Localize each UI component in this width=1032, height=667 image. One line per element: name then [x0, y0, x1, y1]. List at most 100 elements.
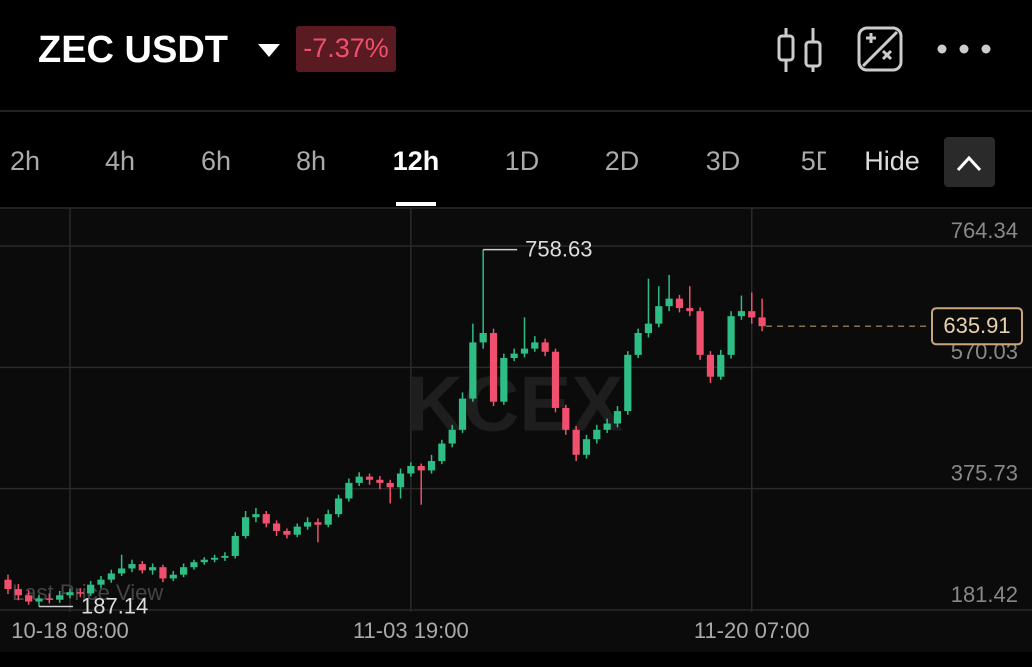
candle-body [520, 348, 529, 354]
candle-body [572, 429, 580, 455]
candle-body [272, 523, 281, 531]
candle-body [293, 526, 301, 535]
candle-body [438, 443, 446, 462]
candle-body [128, 564, 136, 569]
candle-body [118, 568, 126, 574]
candle-body [675, 298, 684, 309]
collapse-button[interactable] [944, 137, 995, 187]
change-badge [296, 26, 396, 72]
candle-body [727, 316, 735, 355]
x-tick-label: 11-20 07:00 [694, 618, 810, 643]
candle-body [334, 498, 343, 515]
candle-body [314, 522, 322, 525]
candle-body [655, 306, 663, 324]
candle-body [355, 476, 363, 483]
candle-body [407, 466, 415, 474]
candle-body [231, 535, 239, 556]
candle-body [603, 423, 611, 430]
candle-body [634, 333, 642, 355]
candle-body [376, 479, 384, 483]
candle-body [241, 517, 250, 536]
timeframe-tab[interactable]: 8h [296, 146, 326, 176]
tab-underline [396, 202, 436, 206]
y-tick-label: 181.42 [951, 582, 1018, 607]
candle-body [138, 564, 146, 571]
change-text: -7.37% [303, 33, 389, 63]
timeframe-tab[interactable]: 4h [105, 146, 135, 176]
candle-body [262, 514, 270, 524]
candle-body [551, 351, 560, 408]
candle-body [758, 317, 766, 327]
candle-body [624, 354, 632, 412]
candle-body [159, 567, 167, 579]
timeframe-tab[interactable]: 2D [605, 146, 640, 176]
timeframe-tab[interactable]: 1D [505, 146, 540, 176]
last-price-label: 635.91 [943, 313, 1010, 338]
indicator-icon[interactable] [777, 28, 822, 72]
hide-button[interactable]: Hide [864, 146, 920, 176]
candle-body [190, 562, 198, 568]
high-label: 758.63 [525, 236, 592, 261]
candle-body [303, 522, 312, 527]
more-icon[interactable] [937, 44, 991, 54]
candle-body [169, 574, 177, 579]
candle-body [582, 439, 591, 455]
dropdown-arrow[interactable] [258, 44, 280, 57]
candle-body [737, 311, 746, 317]
candle-body [500, 357, 508, 402]
candle-body [76, 592, 84, 594]
candle-body [510, 353, 518, 358]
candle-body [686, 308, 694, 312]
candle-body [748, 311, 756, 318]
candle-body [706, 354, 715, 377]
candle-body [386, 482, 394, 488]
candle-body [200, 559, 208, 563]
candle-body [283, 530, 291, 535]
timeframe-tab[interactable]: 12h [393, 146, 440, 176]
candle-body [489, 333, 498, 402]
candle-body [396, 473, 405, 488]
candle-body [448, 429, 456, 444]
candle-body [56, 595, 64, 600]
candle-body [458, 398, 467, 430]
candle-body [35, 598, 43, 602]
candle-body [107, 573, 115, 580]
timeframe-tab[interactable]: 6h [201, 146, 231, 176]
candle-body [479, 333, 487, 343]
candle-body [665, 298, 673, 307]
candle-body [45, 598, 53, 600]
last-price-box [931, 307, 1023, 346]
candle-body [593, 429, 601, 440]
candle-body [221, 555, 229, 558]
candle-body [427, 461, 436, 471]
candle-body [66, 592, 74, 596]
y-tick-label: 375.73 [951, 460, 1018, 485]
candle-body [345, 482, 353, 499]
candle-body [417, 466, 425, 471]
candle-body [87, 584, 95, 594]
candle-body [696, 311, 704, 355]
candle-body [562, 407, 570, 430]
candle-body [4, 579, 12, 590]
candle-body [541, 342, 549, 352]
low-label: 187.14 [81, 593, 148, 618]
candle-body [97, 579, 105, 585]
pair-title[interactable]: ZEC USDT [38, 29, 228, 71]
timeframe-tab[interactable]: 2h [10, 146, 40, 176]
chevron-up [956, 155, 982, 172]
y-tick-label: 764.34 [951, 218, 1018, 243]
tool-icon[interactable] [857, 26, 903, 72]
candle-body [14, 589, 22, 596]
candle-body [180, 567, 188, 575]
candle-body [25, 595, 33, 602]
tab-fade [826, 130, 936, 196]
candle-body [211, 557, 219, 560]
candle-body [717, 354, 725, 377]
x-tick-label: 10-18 08:00 [11, 618, 128, 643]
candle-body [531, 342, 539, 349]
timeframe-tab[interactable]: 3D [706, 146, 741, 176]
candle-body [644, 323, 653, 334]
candle-body [613, 411, 622, 424]
